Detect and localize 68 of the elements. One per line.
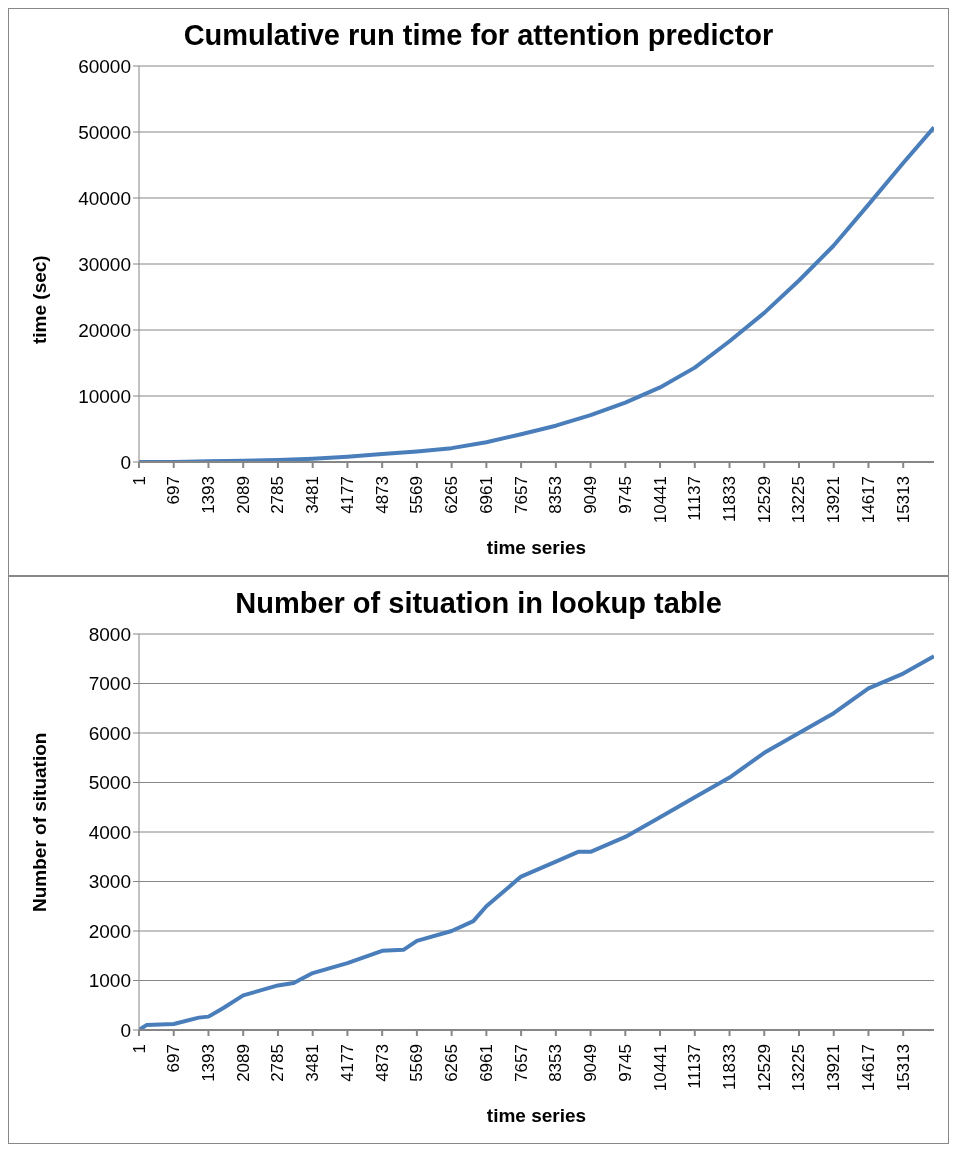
y-tick-label: 7000: [88, 673, 131, 695]
chart-title: Number of situation in lookup table: [234, 587, 723, 620]
y-tick-label: 3000: [88, 871, 131, 893]
x-tick-label: 5569: [407, 1044, 427, 1082]
y-axis-title: time (sec): [28, 255, 50, 344]
x-tick-label: 13225: [789, 476, 809, 524]
x-tick-label: 11833: [720, 1044, 740, 1091]
x-tick-label: 12529: [754, 476, 774, 524]
chart-title: Cumulative run time for attention predictor: [182, 19, 775, 52]
y-tick-label: 10000: [78, 385, 131, 407]
x-tick-label: 8353: [546, 1044, 566, 1082]
x-tick-label: 9745: [615, 1044, 635, 1082]
x-tick-label: 3481: [303, 476, 323, 514]
y-tick-label: 30000: [78, 253, 131, 275]
x-tick-label: 6961: [476, 1044, 496, 1082]
y-tick-label: 8000: [88, 623, 131, 645]
y-tick-label: 20000: [78, 319, 131, 341]
y-tick-label: 0: [120, 451, 131, 473]
y-axis-title: Number of situation: [28, 732, 50, 912]
x-tick-label: 1: [129, 476, 149, 486]
x-tick-label: 9745: [615, 476, 635, 514]
x-tick-label: 10441: [650, 476, 670, 524]
x-tick-label: 13225: [789, 1044, 809, 1092]
x-tick-label: 7657: [511, 1044, 531, 1082]
x-tick-label: 11833: [720, 476, 740, 523]
x-tick-label: 9049: [581, 1044, 601, 1082]
y-tick-label: 50000: [78, 121, 131, 143]
x-tick-label: 3481: [303, 1044, 323, 1082]
y-tick-label: 4000: [88, 821, 131, 843]
x-tick-label: 2785: [268, 1044, 288, 1082]
x-tick-label: 1393: [198, 1044, 218, 1082]
y-tick-label: 2000: [88, 920, 131, 942]
x-tick-label: 2785: [268, 476, 288, 514]
x-tick-label: 697: [164, 476, 184, 505]
x-tick-label: 2089: [233, 476, 253, 514]
x-tick-label: 14617: [858, 1044, 878, 1092]
x-tick-label: 15313: [893, 1044, 913, 1092]
x-tick-label: 12529: [754, 1044, 774, 1092]
y-tick-label: 1000: [88, 970, 131, 992]
x-tick-label: 13921: [824, 476, 844, 524]
x-tick-label: 9049: [581, 476, 601, 514]
x-tick-label: 4177: [337, 476, 357, 514]
x-tick-label: 11137: [685, 1044, 705, 1089]
x-tick-label: 10441: [650, 1044, 670, 1092]
x-tick-label: 6265: [442, 476, 462, 514]
y-tick-label: 40000: [78, 187, 131, 209]
x-tick-label: 697: [164, 1044, 184, 1073]
y-tick-label: 60000: [78, 55, 131, 77]
x-tick-label: 4873: [372, 476, 392, 514]
x-tick-label: 4873: [372, 1044, 392, 1082]
x-tick-label: 7657: [511, 476, 531, 514]
x-axis-title: time series: [486, 537, 587, 558]
y-tick-label: 6000: [88, 722, 131, 744]
x-tick-label: 4177: [337, 1044, 357, 1082]
x-axis-title: time series: [486, 1105, 587, 1126]
x-tick-label: 6265: [442, 1044, 462, 1082]
x-tick-label: 15313: [893, 476, 913, 524]
x-tick-label: 8353: [546, 476, 566, 514]
x-tick-label: 6961: [476, 476, 496, 514]
x-tick-label: 1: [129, 1044, 149, 1054]
x-tick-label: 2089: [233, 1044, 253, 1082]
x-tick-label: 1393: [198, 476, 218, 514]
y-tick-label: 5000: [88, 772, 131, 794]
x-tick-label: 14617: [858, 476, 878, 524]
x-tick-label: 11137: [685, 476, 705, 521]
x-tick-label: 13921: [824, 1044, 844, 1092]
y-tick-label: 0: [120, 1019, 131, 1041]
x-tick-label: 5569: [407, 476, 427, 514]
